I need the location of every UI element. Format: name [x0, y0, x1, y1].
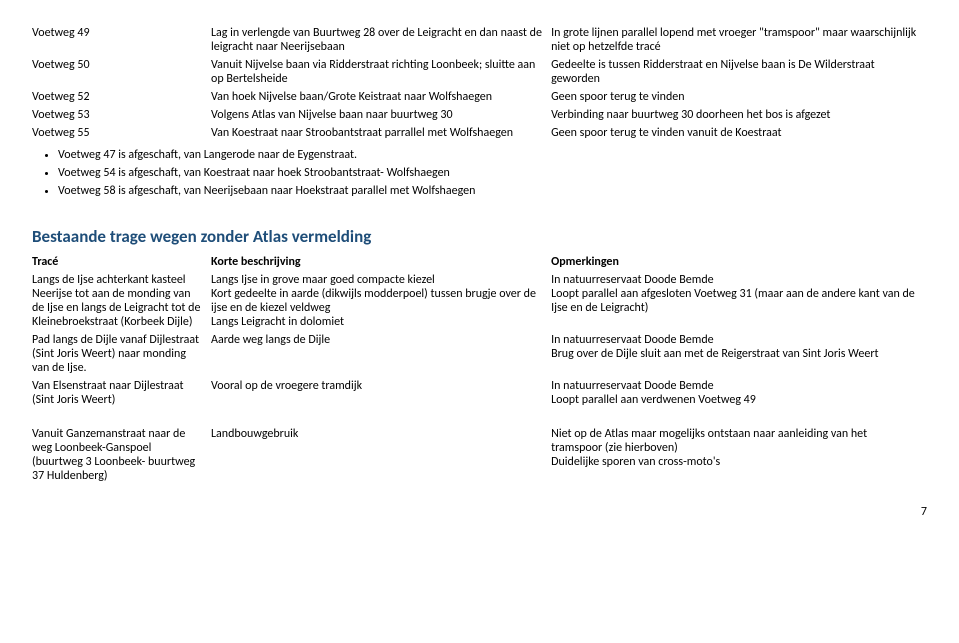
table-row: Voetweg 55Van Koestraat naar Stroobantst… — [32, 124, 927, 142]
bullet-item: Voetweg 47 is afgeschaft, van Langerode … — [58, 148, 927, 162]
cell: Vanuit Ganzemanstraat naar de weg Loonbe… — [32, 409, 211, 485]
cell: Verbinding naar buurtweg 30 doorheen het… — [551, 106, 927, 124]
header-trace: Tracé — [32, 253, 211, 271]
cell: Niet op de Atlas maar mogelijks ontstaan… — [551, 409, 927, 485]
cell: In grote lijnen parallel lopend met vroe… — [551, 24, 927, 56]
cell: Vanuit Nijvelse baan via Ridderstraat ri… — [211, 56, 551, 88]
cell: In natuurreservaat Doode Bemde Loopt par… — [551, 271, 927, 331]
cell: Voetweg 55 — [32, 124, 211, 142]
page-number: 7 — [32, 505, 927, 519]
cell: Voetweg 52 — [32, 88, 211, 106]
cell: Volgens Atlas van Nijvelse baan naar buu… — [211, 106, 551, 124]
header-beschrijving: Korte beschrijving — [211, 253, 551, 271]
table-header-row: Tracé Korte beschrijving Opmerkingen — [32, 253, 927, 271]
table-row: Van Elsenstraat naar Dijlestraat (Sint J… — [32, 377, 927, 409]
cell: Landbouwgebruik — [211, 409, 551, 485]
cell: Geen spoor terug te vinden vanuit de Koe… — [551, 124, 927, 142]
cell: Vooral op de vroegere tramdijk — [211, 377, 551, 409]
bullet-item: Voetweg 54 is afgeschaft, van Koestraat … — [58, 166, 927, 180]
cell: Voetweg 49 — [32, 24, 211, 56]
table-row: Voetweg 49Lag in verlengde van Buurtweg … — [32, 24, 927, 56]
cell: In natuurreservaat Doode Bemde Brug over… — [551, 331, 927, 377]
table-row: Voetweg 52Van hoek Nijvelse baan/Grote K… — [32, 88, 927, 106]
header-opmerkingen: Opmerkingen — [551, 253, 927, 271]
cell: Van Koestraat naar Stroobantstraat parra… — [211, 124, 551, 142]
table-row: Pad langs de Dijle vanaf Dijlestraat (Si… — [32, 331, 927, 377]
table-row: Langs de Ijse achterkant kasteel Neerijs… — [32, 271, 927, 331]
cell: In natuurreservaat Doode Bemde Loopt par… — [551, 377, 927, 409]
cell: Langs Ijse in grove maar goed compacte k… — [211, 271, 551, 331]
cell: Van hoek Nijvelse baan/Grote Keistraat n… — [211, 88, 551, 106]
cell: Aarde weg langs de Dijle — [211, 331, 551, 377]
cell: Van Elsenstraat naar Dijlestraat (Sint J… — [32, 377, 211, 409]
table-row: Voetweg 53Volgens Atlas van Nijvelse baa… — [32, 106, 927, 124]
trage-wegen-table: Tracé Korte beschrijving Opmerkingen Lan… — [32, 253, 927, 485]
table-row: Voetweg 50Vanuit Nijvelse baan via Ridde… — [32, 56, 927, 88]
cell: Gedeelte is tussen Ridderstraat en Nijve… — [551, 56, 927, 88]
cell: Langs de Ijse achterkant kasteel Neerijs… — [32, 271, 211, 331]
cell: Pad langs de Dijle vanaf Dijlestraat (Si… — [32, 331, 211, 377]
section-title: Bestaande trage wegen zonder Atlas verme… — [32, 226, 927, 247]
cell: Voetweg 53 — [32, 106, 211, 124]
cell: Lag in verlengde van Buurtweg 28 over de… — [211, 24, 551, 56]
table-row: Vanuit Ganzemanstraat naar de weg Loonbe… — [32, 409, 927, 485]
bullet-item: Voetweg 58 is afgeschaft, van Neerijseba… — [58, 184, 927, 198]
cell: Geen spoor terug te vinden — [551, 88, 927, 106]
cell: Voetweg 50 — [32, 56, 211, 88]
voetweg-table: Voetweg 49Lag in verlengde van Buurtweg … — [32, 24, 927, 142]
afgeschaft-bullets: Voetweg 47 is afgeschaft, van Langerode … — [32, 148, 927, 198]
